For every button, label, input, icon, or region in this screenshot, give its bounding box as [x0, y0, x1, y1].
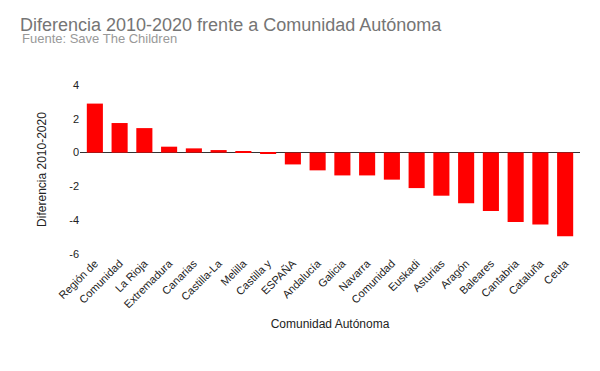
svg-text:ESPAÑA: ESPAÑA — [259, 257, 299, 297]
svg-text:Castilla-La: Castilla-La — [179, 257, 225, 303]
svg-text:Cantabria: Cantabria — [479, 257, 522, 300]
svg-text:Comunidad: Comunidad — [349, 257, 397, 305]
svg-text:Navarra: Navarra — [336, 257, 373, 294]
svg-text:Galicia: Galicia — [315, 257, 348, 290]
svg-text:Diferencia 2010-2020: Diferencia 2010-2020 — [35, 112, 49, 227]
svg-text:-2: -2 — [69, 180, 79, 192]
svg-text:Comunidad: Comunidad — [77, 257, 125, 305]
svg-text:-6: -6 — [69, 248, 79, 260]
svg-text:Melilla: Melilla — [218, 257, 249, 288]
svg-text:Baleares: Baleares — [457, 257, 497, 297]
svg-text:Región de: Región de — [56, 257, 100, 301]
svg-text:2: 2 — [73, 113, 79, 125]
svg-text:4: 4 — [73, 79, 79, 91]
svg-text:Comunidad Autónoma: Comunidad Autónoma — [271, 317, 390, 331]
svg-text:Castilla y: Castilla y — [233, 257, 273, 297]
svg-text:Canarias: Canarias — [160, 257, 200, 297]
svg-text:Andalucía: Andalucía — [280, 257, 324, 301]
svg-text:0: 0 — [73, 146, 79, 158]
svg-text:Aragón: Aragón — [438, 257, 472, 291]
svg-text:Cataluña: Cataluña — [506, 257, 546, 297]
svg-text:Fuente: Save The Children: Fuente: Save The Children — [22, 31, 177, 46]
svg-text:La Rioja: La Rioja — [113, 257, 151, 295]
svg-text:Ceuta: Ceuta — [541, 257, 571, 287]
svg-text:Extremadura: Extremadura — [121, 257, 175, 311]
svg-text:Asturias: Asturias — [410, 257, 447, 294]
svg-text:Diferencia 2010-2020 frente a: Diferencia 2010-2020 frente a Comunidad … — [20, 15, 442, 35]
svg-text:Euskadi: Euskadi — [386, 257, 422, 293]
svg-text:-4: -4 — [69, 214, 79, 226]
